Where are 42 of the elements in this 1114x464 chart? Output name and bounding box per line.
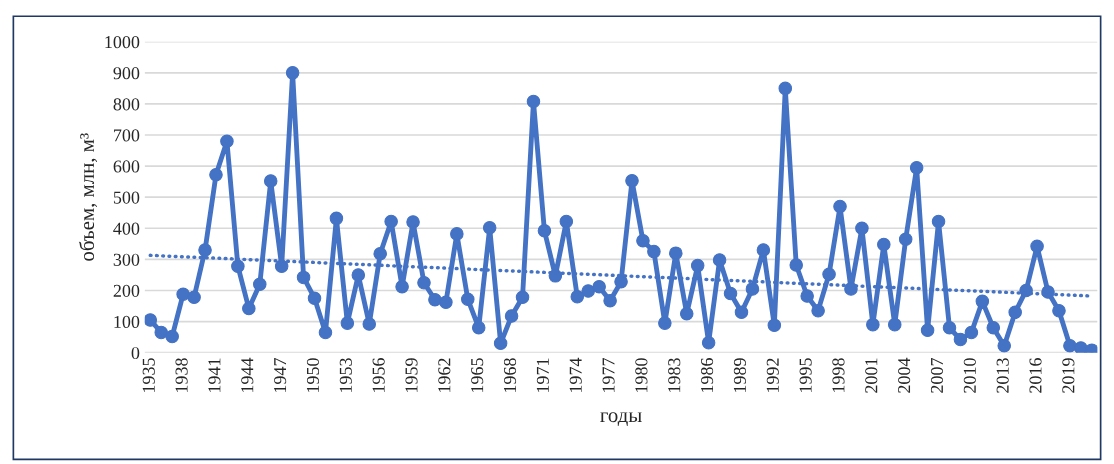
y-tick-label: 800 <box>113 98 140 111</box>
x-tick-label: 1971 <box>536 358 549 393</box>
x-axis-title: годы <box>600 412 642 426</box>
x-tick-label: 1959 <box>405 358 418 393</box>
x-tick-label: 1962 <box>438 358 451 393</box>
y-tick-label: 0 <box>131 346 140 360</box>
x-tick-label: 1995 <box>799 358 812 393</box>
x-tick-label: 1950 <box>306 358 320 393</box>
y-tick-label: 200 <box>113 284 140 297</box>
x-tick-label: 1941 <box>208 358 221 393</box>
x-tick-label: 2007 <box>930 358 944 393</box>
x-tick-label: 1983 <box>668 358 681 393</box>
x-tick-label: 1980 <box>635 358 648 393</box>
x-tick-label: 1953 <box>339 358 352 393</box>
x-tick-label: 1986 <box>700 358 714 393</box>
y-tick-label: 900 <box>113 67 140 80</box>
y-axis-title: объем, млн, м³ <box>78 133 98 261</box>
x-tick-label: 1935 <box>142 358 155 393</box>
y-tick-label: 1000 <box>105 36 140 49</box>
x-tick-label: 1977 <box>602 358 615 393</box>
x-tick-label: 1965 <box>471 358 484 393</box>
y-tick-label: 300 <box>113 253 140 266</box>
x-tick-label: 1968 <box>503 358 517 393</box>
y-tick-label: 700 <box>114 129 140 142</box>
x-tick-label: 2016 <box>1029 358 1042 393</box>
x-tick-label: 2004 <box>898 357 911 393</box>
x-tick-label: 1998 <box>832 358 845 393</box>
x-tick-label: 1944 <box>241 357 254 393</box>
x-tick-label: 1992 <box>766 358 779 393</box>
y-tick-label: 400 <box>113 222 140 235</box>
x-tick-label: 1938 <box>175 358 188 393</box>
y-tick-label: 600 <box>113 160 140 173</box>
y-tick-label: 100 <box>114 315 140 328</box>
x-tick-label: 2010 <box>963 358 976 393</box>
x-tick-label: 2019 <box>1062 358 1075 393</box>
x-tick-label: 1989 <box>733 358 746 393</box>
x-tick-label: 1974 <box>569 357 582 393</box>
y-tick-label: 500 <box>113 191 140 204</box>
x-tick-label: 1947 <box>274 358 287 393</box>
x-tick-label: 1956 <box>372 358 385 393</box>
x-tick-label: 2013 <box>996 358 1009 393</box>
x-tick-label: 2001 <box>865 358 878 393</box>
